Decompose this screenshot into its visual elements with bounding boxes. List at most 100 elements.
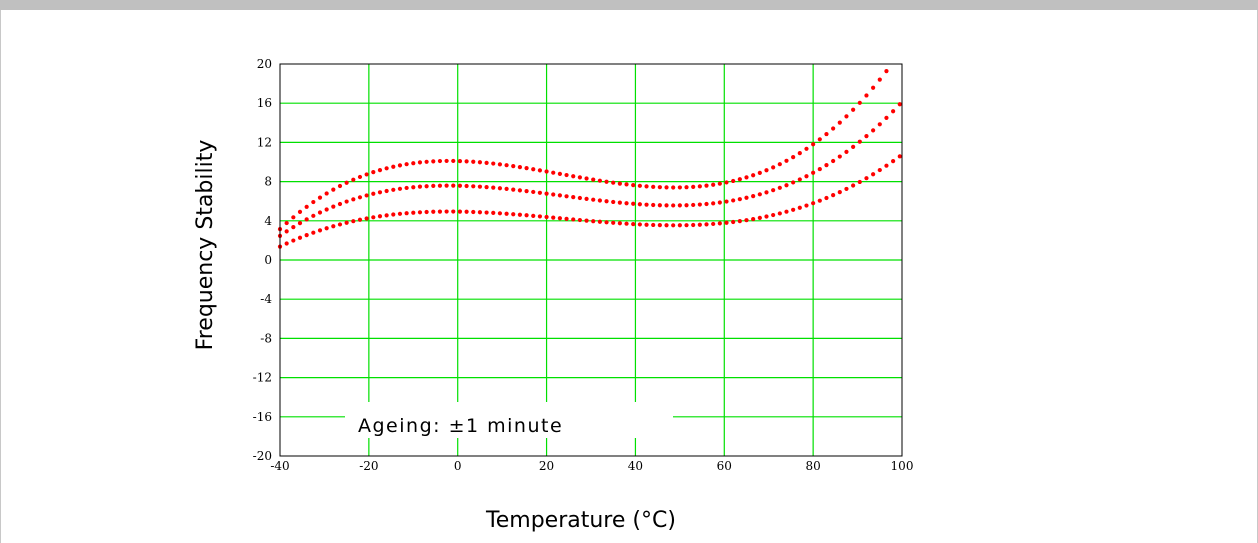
- data-point-series-1: [377, 214, 383, 219]
- data-point-series-2: [564, 194, 569, 199]
- data-point-series-1: [777, 211, 782, 216]
- data-point-series-2: [597, 198, 602, 203]
- data-point-series-1: [851, 183, 856, 188]
- data-point-series-1: [797, 205, 802, 210]
- x-tick-label: -20: [359, 459, 378, 473]
- data-point-series-1: [837, 190, 842, 195]
- data-point-series-3: [831, 126, 836, 131]
- data-point-series-3: [444, 158, 449, 164]
- data-point-series-1: [711, 221, 716, 227]
- data-point-series-3: [631, 183, 636, 188]
- y-tick-label: 8: [264, 175, 272, 189]
- data-point-series-2: [691, 202, 696, 208]
- data-point-series-3: [691, 184, 696, 189]
- data-point-series-2: [631, 201, 636, 206]
- data-point-series-3: [551, 170, 556, 175]
- data-point-series-2: [524, 189, 529, 194]
- data-point-series-1: [804, 203, 809, 208]
- data-point-series-3: [411, 161, 416, 166]
- data-point-series-1: [591, 219, 596, 224]
- data-point-series-1: [697, 222, 702, 227]
- data-point-series-2: [331, 204, 336, 209]
- data-point-series-3: [417, 160, 423, 165]
- data-point-series-2: [457, 183, 463, 188]
- data-point-series-2: [477, 184, 483, 189]
- data-point-series-2: [311, 213, 316, 218]
- data-point-series-2: [624, 201, 629, 206]
- data-point-series-2: [771, 188, 776, 193]
- y-tick-label: -12: [253, 371, 272, 385]
- data-point-series-1: [811, 201, 816, 206]
- data-point-series-1: [371, 215, 376, 220]
- data-point-series-1: [857, 179, 862, 185]
- data-point-series-3: [851, 107, 856, 112]
- data-point-series-1: [571, 217, 576, 222]
- data-point-series-3: [564, 172, 569, 178]
- data-point-series-1: [657, 223, 662, 228]
- data-point-series-2: [571, 195, 576, 200]
- data-point-series-2: [704, 201, 709, 207]
- data-point-series-2: [684, 203, 689, 208]
- data-point-series-2: [731, 198, 736, 203]
- data-point-series-3: [737, 177, 742, 182]
- data-point-series-3: [297, 209, 303, 215]
- data-point-series-1: [564, 216, 569, 221]
- data-point-series-1: [477, 210, 483, 215]
- data-point-series-3: [704, 183, 709, 188]
- data-point-series-1: [444, 209, 449, 214]
- annotation-label: Ageing: ±1 minute: [358, 415, 563, 437]
- data-point-series-2: [884, 115, 889, 121]
- data-point-series-3: [617, 181, 622, 186]
- data-point-series-3: [337, 183, 343, 189]
- data-point-series-3: [377, 168, 383, 173]
- data-point-series-2: [804, 174, 809, 179]
- data-point-series-1: [704, 222, 709, 227]
- data-point-series-2: [751, 194, 756, 199]
- data-point-series-3: [344, 180, 349, 185]
- data-point-series-3: [791, 154, 796, 160]
- data-point-series-1: [397, 211, 403, 216]
- y-tick-label: -16: [253, 410, 272, 424]
- data-point-series-3: [577, 175, 582, 180]
- data-point-series-1: [537, 214, 543, 219]
- data-point-series-3: [777, 162, 782, 167]
- data-point-series-2: [517, 188, 523, 193]
- data-point-series-3: [451, 158, 456, 164]
- y-tick-label: 0: [264, 253, 272, 267]
- data-point-series-1: [784, 209, 789, 214]
- data-point-series-3: [304, 204, 309, 209]
- data-point-series-3: [524, 166, 529, 171]
- data-point-series-3: [764, 168, 769, 173]
- data-point-series-1: [311, 230, 316, 235]
- data-point-series-2: [677, 203, 682, 208]
- data-point-series-3: [497, 162, 503, 167]
- data-point-series-1: [644, 222, 649, 227]
- data-point-series-3: [477, 160, 483, 165]
- data-point-series-3: [684, 185, 689, 190]
- data-point-series-3: [657, 185, 662, 190]
- x-tick-label: 80: [806, 459, 821, 473]
- data-point-series-3: [517, 165, 523, 170]
- data-point-series-3: [664, 185, 669, 190]
- data-point-series-2: [591, 197, 596, 202]
- data-point-series-2: [871, 128, 876, 133]
- data-point-series-1: [291, 238, 296, 243]
- data-point-series-2: [544, 191, 549, 196]
- data-point-series-2: [431, 183, 436, 189]
- x-tick-label: -40: [270, 459, 289, 473]
- data-point-series-2: [657, 203, 662, 208]
- data-point-series-1: [577, 217, 582, 223]
- data-points: [277, 69, 902, 249]
- data-point-series-2: [411, 185, 416, 190]
- data-point-series-1: [724, 220, 729, 225]
- data-point-series-1: [717, 221, 722, 226]
- data-point-series-3: [597, 178, 602, 183]
- data-point-series-3: [591, 177, 596, 182]
- data-point-series-3: [437, 158, 443, 164]
- data-point-series-2: [764, 190, 769, 195]
- data-point-series-2: [284, 229, 289, 234]
- data-point-series-1: [484, 210, 489, 215]
- data-point-series-3: [464, 159, 469, 164]
- y-tick-label: 12: [257, 135, 272, 149]
- data-point-series-2: [417, 184, 423, 189]
